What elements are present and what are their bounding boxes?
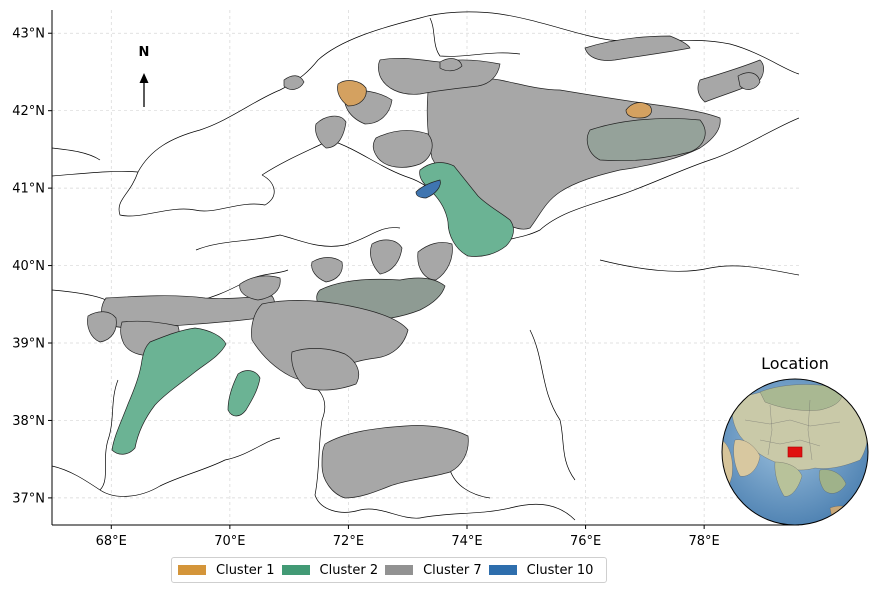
x-tick-label: 68°E	[96, 534, 127, 549]
region-c7-south-central	[251, 300, 409, 381]
legend-item-cluster-7: Cluster 7	[385, 563, 482, 578]
legend-item-cluster-1: Cluster 1	[178, 563, 275, 578]
legend-label-cluster-1: Cluster 1	[216, 562, 275, 578]
x-tick-label: 76°E	[570, 534, 601, 549]
legend-item-cluster-2: Cluster 2	[281, 562, 379, 578]
location-inset-globe	[721, 378, 869, 526]
legend-swatch-cluster-10	[488, 565, 517, 575]
region-c2-zeravshan	[111, 327, 227, 455]
region-c7-ne-strip	[584, 35, 691, 61]
region-c7-west-a	[239, 275, 281, 301]
legend-item-cluster-10: Cluster 10	[488, 562, 594, 578]
globe-land-seasia	[819, 469, 847, 494]
globe-land-siberia	[759, 384, 843, 411]
cluster-1-regions	[337, 80, 652, 119]
y-tick-label: 39°N	[12, 337, 45, 352]
x-tick-label: 70°E	[214, 534, 245, 549]
globe-land-india	[774, 461, 803, 497]
legend-swatch-cluster-2	[281, 565, 310, 575]
region-c10	[415, 179, 441, 199]
x-axis-ticks: 68°E 70°E 72°E 74°E 76°E 78°E	[96, 525, 720, 549]
y-tick-label: 38°N	[12, 414, 45, 429]
legend-label-cluster-7: Cluster 7	[423, 562, 482, 578]
region-c7-west-cluster	[87, 311, 117, 343]
legend-swatch-cluster-7	[385, 565, 414, 575]
map-layer	[52, 11, 799, 521]
globe-land-arabia	[733, 439, 761, 477]
region-c7-ne-small1	[737, 72, 761, 90]
region-c7-ne-small2	[439, 58, 463, 72]
north-arrow-icon	[139, 73, 149, 83]
region-c7-small-west	[283, 75, 305, 90]
y-tick-label: 41°N	[12, 182, 45, 197]
region-c7-ferghana-b	[370, 239, 403, 275]
region-c7-pamir	[321, 425, 469, 499]
region-c7-south-lower	[291, 348, 359, 391]
y-tick-label: 43°N	[12, 27, 45, 42]
x-tick-label: 78°E	[689, 534, 720, 549]
north-arrow-label: N	[139, 45, 150, 60]
y-tick-label: 40°N	[12, 259, 45, 274]
y-axis-ticks: 43°N 42°N 41°N 40°N 39°N 38°N 37°N	[12, 27, 52, 506]
region-c2-vakhsh	[227, 370, 261, 417]
region-c7-talas	[315, 115, 347, 149]
legend-label-cluster-2: Cluster 2	[319, 562, 379, 578]
region-c7-ferghana-a	[311, 257, 343, 283]
x-tick-label: 72°E	[333, 534, 364, 549]
cluster-10-regions	[415, 179, 441, 199]
legend: Cluster 1 Cluster 2 Cluster 7 Cluster 10	[171, 557, 608, 583]
study-area-marker	[787, 446, 803, 458]
region-c2-chirchik	[419, 162, 514, 257]
y-tick-label: 42°N	[12, 104, 45, 119]
cluster-2-regions	[111, 162, 514, 455]
region-c7-inner-east	[586, 118, 706, 162]
y-tick-label: 37°N	[12, 491, 45, 506]
cluster-7-regions	[87, 35, 764, 499]
x-tick-label: 74°E	[451, 534, 482, 549]
north-arrow: N	[139, 45, 150, 107]
region-c7-ferghana-c	[417, 242, 453, 281]
region-c7-chatkal	[372, 130, 433, 168]
inset-title: Location	[761, 354, 829, 373]
legend-label-cluster-10: Cluster 10	[526, 562, 594, 578]
legend-swatch-cluster-1	[178, 565, 206, 575]
region-c1-talas	[337, 80, 367, 107]
region-c1-issyk	[625, 102, 652, 119]
